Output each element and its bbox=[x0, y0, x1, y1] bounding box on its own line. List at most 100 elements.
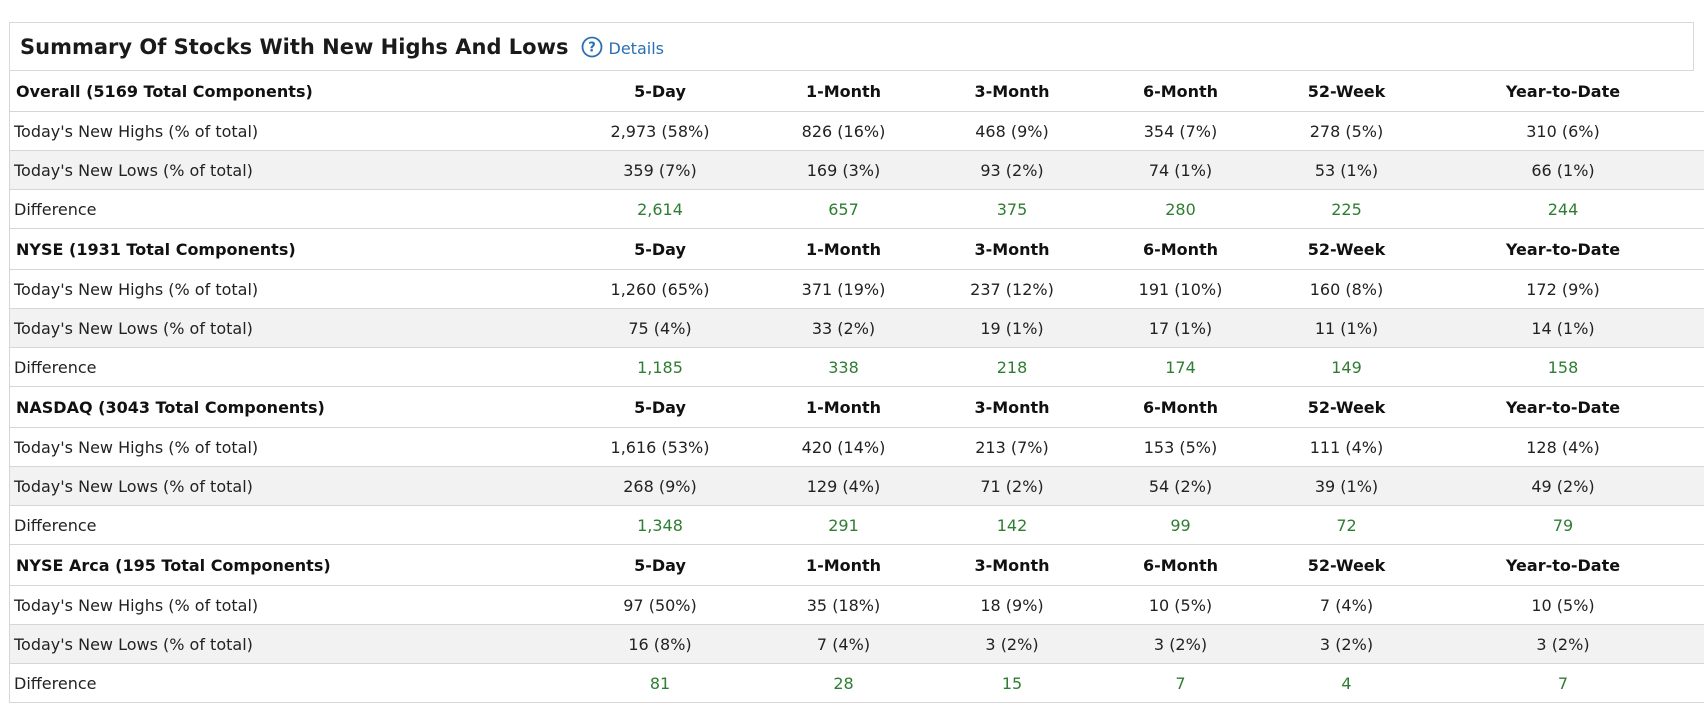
cell-6m: 74 (1%) bbox=[1089, 150, 1272, 190]
cell-5d: 2,973 (58%) bbox=[567, 111, 753, 151]
cell-52w: 3 (2%) bbox=[1271, 624, 1422, 664]
details-link[interactable]: Details bbox=[608, 39, 664, 58]
help-icon[interactable]: ? bbox=[581, 36, 603, 58]
column-header-3m: 3-Month bbox=[934, 71, 1090, 112]
section-title: Overall (5169 Total Components) bbox=[9, 71, 568, 112]
cell-52w: 4 bbox=[1271, 663, 1422, 703]
cell-6m: 280 bbox=[1089, 189, 1272, 229]
highs-lows-table: Overall (5169 Total Components) 5-Day 1-Mo… bbox=[9, 71, 1704, 703]
cell-5d: 1,185 bbox=[567, 347, 753, 387]
cell-6m: 174 bbox=[1089, 347, 1272, 387]
column-header-6m: 6-Month bbox=[1089, 544, 1272, 586]
row-label: Difference bbox=[9, 347, 568, 387]
cell-6m: 17 (1%) bbox=[1089, 308, 1272, 348]
cell-1m: 291 bbox=[752, 505, 935, 545]
cell-3m: 15 bbox=[934, 663, 1090, 703]
cell-1m: 826 (16%) bbox=[752, 111, 935, 151]
cell-ytd: 14 (1%) bbox=[1421, 308, 1704, 348]
column-header-3m: 3-Month bbox=[934, 544, 1090, 586]
column-header-ytd: Year-to-Date bbox=[1421, 386, 1704, 428]
cell-ytd: 244 bbox=[1421, 189, 1704, 229]
column-header-52w: 52-Week bbox=[1271, 544, 1422, 586]
row-label: Today's New Lows (% of total) bbox=[9, 308, 568, 348]
page-title: Summary Of Stocks With New Highs And Low… bbox=[20, 34, 569, 59]
cell-1m: 35 (18%) bbox=[752, 585, 935, 625]
cell-ytd: 158 bbox=[1421, 347, 1704, 387]
cell-1m: 169 (3%) bbox=[752, 150, 935, 190]
section-header-row: Overall (5169 Total Components) 5-Day 1-Mo… bbox=[9, 71, 1704, 112]
cell-1m: 371 (19%) bbox=[752, 269, 935, 309]
cell-3m: 18 (9%) bbox=[934, 585, 1090, 625]
cell-6m: 10 (5%) bbox=[1089, 585, 1272, 625]
column-header-3m: 3-Month bbox=[934, 386, 1090, 428]
column-header-1m: 1-Month bbox=[752, 71, 935, 112]
new-lows-row: Today's New Lows (% of total) 359 (7%) 169… bbox=[9, 150, 1704, 190]
cell-5d: 268 (9%) bbox=[567, 466, 753, 506]
column-header-1m: 1-Month bbox=[752, 544, 935, 586]
new-highs-row: Today's New Highs (% of total) 2,973 (58%… bbox=[9, 111, 1704, 151]
cell-ytd: 7 bbox=[1421, 663, 1704, 703]
cell-52w: 39 (1%) bbox=[1271, 466, 1422, 506]
cell-6m: 153 (5%) bbox=[1089, 427, 1272, 467]
column-header-52w: 52-Week bbox=[1271, 71, 1422, 112]
cell-3m: 71 (2%) bbox=[934, 466, 1090, 506]
column-header-6m: 6-Month bbox=[1089, 228, 1272, 270]
column-header-1m: 1-Month bbox=[752, 228, 935, 270]
section-title: NYSE (1931 Total Components) bbox=[9, 228, 568, 270]
column-header-5d: 5-Day bbox=[567, 71, 753, 112]
cell-6m: 191 (10%) bbox=[1089, 269, 1272, 309]
new-highs-row: Today's New Highs (% of total) 1,616 (53%… bbox=[9, 427, 1704, 467]
highs-lows-panel: Summary Of Stocks With New Highs And Low… bbox=[9, 22, 1704, 703]
row-label: Today's New Highs (% of total) bbox=[9, 111, 568, 151]
cell-ytd: 310 (6%) bbox=[1421, 111, 1704, 151]
column-header-6m: 6-Month bbox=[1089, 386, 1272, 428]
cell-52w: 149 bbox=[1271, 347, 1422, 387]
new-highs-row: Today's New Highs (% of total) 1,260 (65%… bbox=[9, 269, 1704, 309]
cell-ytd: 10 (5%) bbox=[1421, 585, 1704, 625]
cell-5d: 2,614 bbox=[567, 189, 753, 229]
column-header-ytd: Year-to-Date bbox=[1421, 544, 1704, 586]
cell-1m: 7 (4%) bbox=[752, 624, 935, 664]
column-header-ytd: Year-to-Date bbox=[1421, 228, 1704, 270]
table-body: Overall (5169 Total Components) 5-Day 1-Mo… bbox=[9, 71, 1704, 703]
row-label: Today's New Lows (% of total) bbox=[9, 624, 568, 664]
cell-5d: 16 (8%) bbox=[567, 624, 753, 664]
section-header-row: NASDAQ (3043 Total Components) 5-Day 1-Mon… bbox=[9, 386, 1704, 428]
cell-52w: 53 (1%) bbox=[1271, 150, 1422, 190]
row-label: Today's New Highs (% of total) bbox=[9, 427, 568, 467]
row-label: Difference bbox=[9, 663, 568, 703]
cell-3m: 3 (2%) bbox=[934, 624, 1090, 664]
cell-3m: 468 (9%) bbox=[934, 111, 1090, 151]
difference-row: Difference 1,185 338 218 174 149 158 bbox=[9, 347, 1704, 387]
difference-row: Difference 1,348 291 142 99 72 79 bbox=[9, 505, 1704, 545]
cell-5d: 81 bbox=[567, 663, 753, 703]
new-lows-row: Today's New Lows (% of total) 16 (8%) 7 (4… bbox=[9, 624, 1704, 664]
cell-1m: 420 (14%) bbox=[752, 427, 935, 467]
cell-1m: 33 (2%) bbox=[752, 308, 935, 348]
cell-5d: 75 (4%) bbox=[567, 308, 753, 348]
cell-6m: 354 (7%) bbox=[1089, 111, 1272, 151]
section-header-row: NYSE Arca (195 Total Components) 5-Day 1-M… bbox=[9, 544, 1704, 586]
cell-6m: 3 (2%) bbox=[1089, 624, 1272, 664]
difference-row: Difference 81 28 15 7 4 7 bbox=[9, 663, 1704, 703]
cell-52w: 111 (4%) bbox=[1271, 427, 1422, 467]
column-header-52w: 52-Week bbox=[1271, 386, 1422, 428]
cell-6m: 99 bbox=[1089, 505, 1272, 545]
cell-ytd: 172 (9%) bbox=[1421, 269, 1704, 309]
cell-52w: 7 (4%) bbox=[1271, 585, 1422, 625]
row-label: Difference bbox=[9, 505, 568, 545]
cell-3m: 213 (7%) bbox=[934, 427, 1090, 467]
cell-52w: 278 (5%) bbox=[1271, 111, 1422, 151]
cell-3m: 142 bbox=[934, 505, 1090, 545]
cell-ytd: 79 bbox=[1421, 505, 1704, 545]
cell-5d: 1,616 (53%) bbox=[567, 427, 753, 467]
cell-1m: 657 bbox=[752, 189, 935, 229]
cell-52w: 72 bbox=[1271, 505, 1422, 545]
cell-1m: 28 bbox=[752, 663, 935, 703]
cell-ytd: 49 (2%) bbox=[1421, 466, 1704, 506]
cell-ytd: 66 (1%) bbox=[1421, 150, 1704, 190]
new-lows-row: Today's New Lows (% of total) 268 (9%) 129… bbox=[9, 466, 1704, 506]
section-title: NASDAQ (3043 Total Components) bbox=[9, 386, 568, 428]
svg-text:?: ? bbox=[588, 40, 596, 55]
column-header-52w: 52-Week bbox=[1271, 228, 1422, 270]
